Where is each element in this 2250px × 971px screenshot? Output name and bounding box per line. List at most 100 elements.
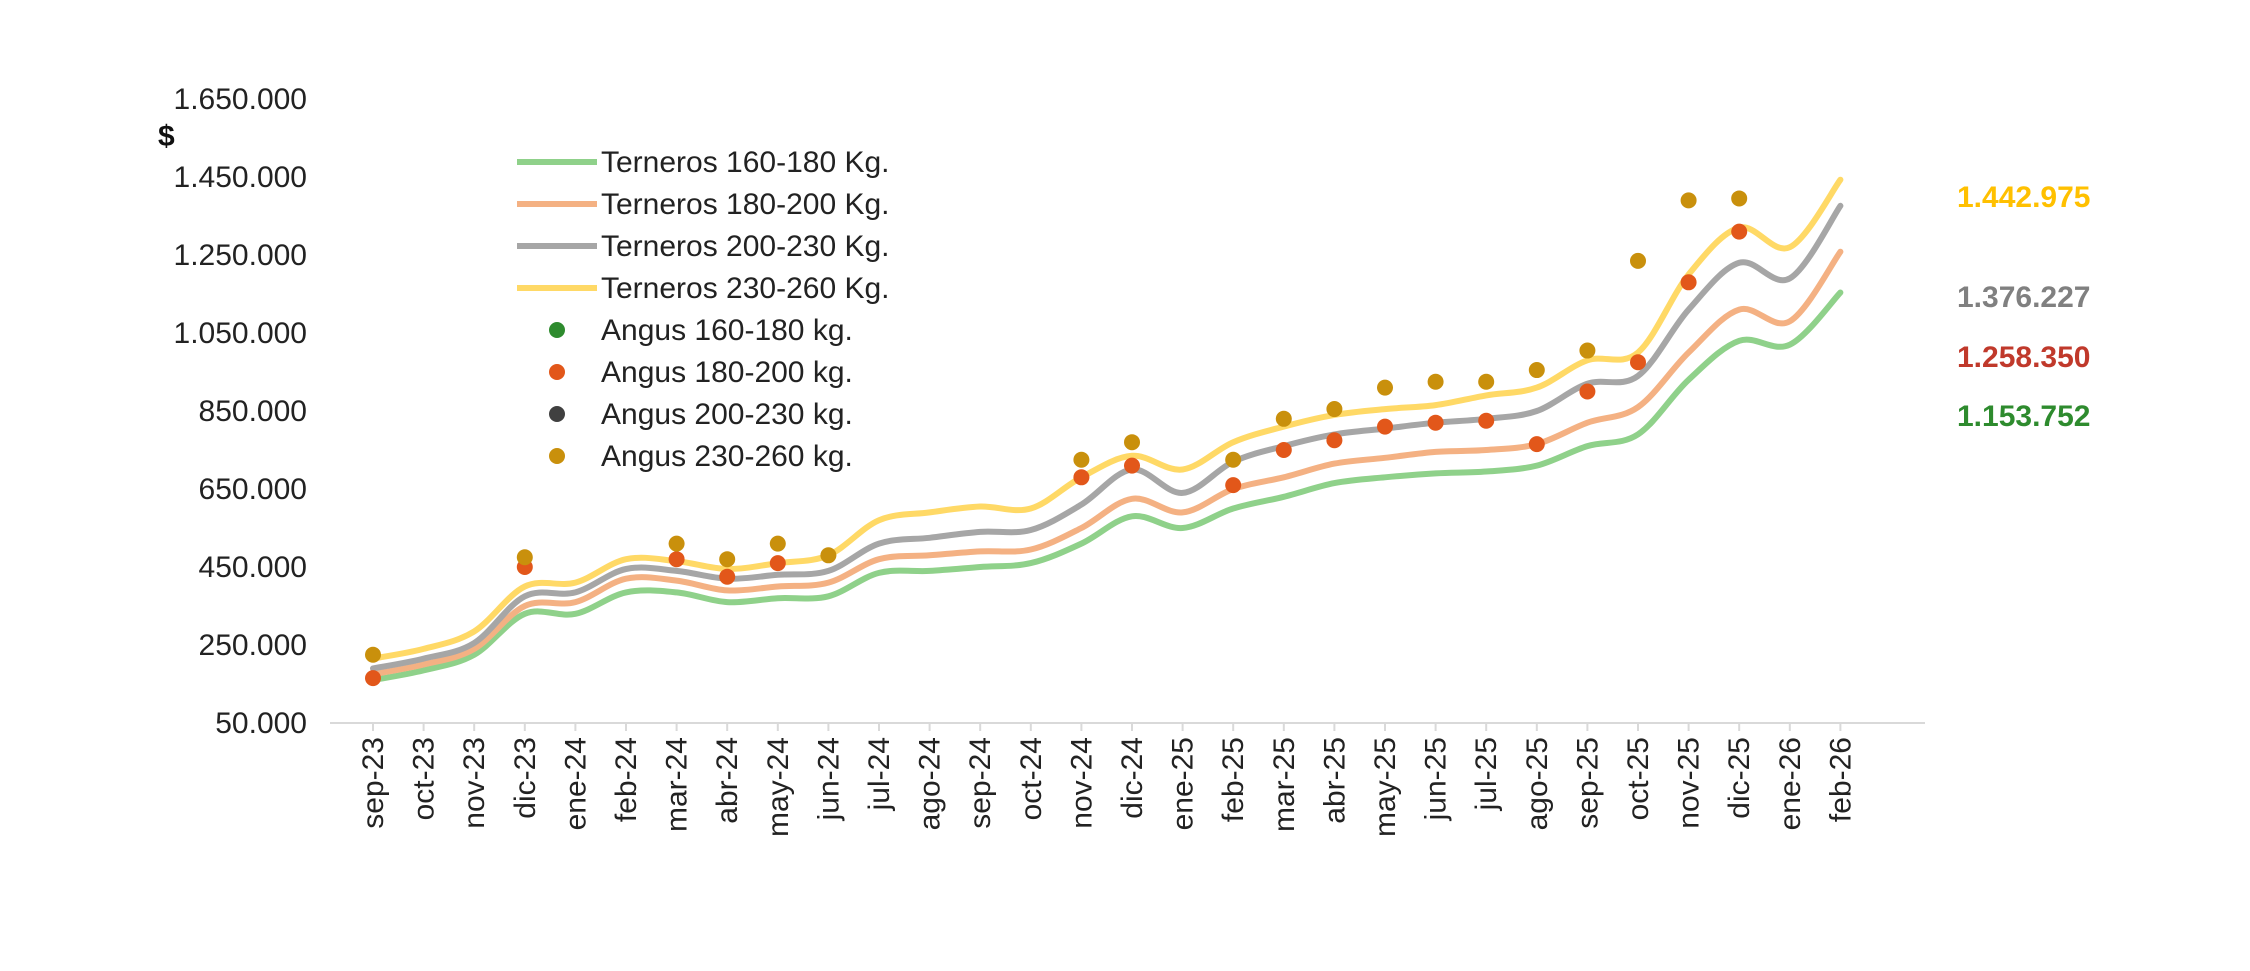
legend-label: Terneros 200-230 Kg. (601, 230, 890, 263)
scatter-point-angus-230-260-kg (1731, 190, 1748, 207)
scatter-point-angus-180-200-kg (1275, 442, 1292, 458)
series-line-terneros-180-200-kg (370, 248, 1844, 678)
x-tick-label: mar-24 (661, 737, 694, 832)
y-tick-label: 250.000 (199, 629, 307, 662)
scatter-point-angus-230-260-kg (719, 551, 736, 568)
legend-label: Angus 200-230 kg. (601, 398, 853, 431)
x-tick-labels: sep-23 oct-23 nov-23 dic-23 ene-24 feb-24 mar-… (357, 723, 1857, 837)
scatter-point-angus-180-200-kg (668, 551, 685, 568)
legend-label: Angus 230-260 kg. (601, 440, 853, 473)
scatter-point-angus-230-260-kg (769, 535, 786, 552)
scatter-point-angus-180-200-kg (1124, 457, 1140, 474)
x-tick-label: nov-25 (1673, 737, 1706, 829)
y-tick-label: 50.000 (215, 707, 307, 740)
y-tick-label: 1.650.000 (174, 83, 307, 116)
y-tick-label: 1.450.000 (174, 161, 307, 194)
x-tick-label: oct-25 (1622, 737, 1655, 820)
x-tick-label: jun-24 (812, 737, 845, 821)
y-tick-label: 1.250.000 (174, 239, 307, 272)
x-tick-label: abr-24 (711, 737, 744, 824)
series-lines (370, 176, 1844, 684)
scatter-point-angus-180-200-kg (1528, 436, 1545, 453)
legend-swatch-dot (549, 364, 565, 380)
scatter-point-angus-180-200-kg (769, 555, 786, 572)
series-line-terneros-230-260-kg (370, 176, 1844, 662)
series-line-terneros-200-230-kg (370, 202, 1844, 672)
scatter-point-angus-230-260-kg (1680, 192, 1697, 209)
y-tick-label: 650.000 (199, 473, 307, 506)
scatter-point-angus-230-260-kg (1275, 410, 1292, 427)
scatter-point-angus-180-200-kg (1680, 274, 1697, 291)
x-tick-label: dic-24 (1116, 737, 1149, 819)
x-tick-label: ago-25 (1521, 737, 1554, 830)
x-tick-label: dic-25 (1723, 737, 1756, 819)
legend-swatch-dot (549, 322, 565, 338)
scatter-point-angus-180-200-kg (1377, 418, 1393, 435)
x-tick-label: may-24 (762, 737, 795, 837)
scatter-point-angus-230-260-kg (820, 547, 837, 564)
scatter-point-angus-230-260-kg (1478, 373, 1495, 390)
x-tick-label: nov-23 (458, 737, 491, 829)
scatter-point-angus-230-260-kg (1326, 401, 1343, 418)
x-tick-label: ago-24 (914, 737, 947, 830)
x-tick-label: ene-25 (1167, 737, 1200, 830)
scatter-point-angus-230-260-kg (1630, 252, 1646, 269)
scatter-point-angus-180-200-kg (1073, 469, 1090, 486)
scatter-point-angus-180-200-kg (1630, 354, 1646, 371)
scatter-point-angus-230-260-kg (365, 646, 381, 663)
end-value-label: 1.258.350 (1957, 341, 2090, 374)
x-tick-label: sep-24 (964, 737, 997, 829)
x-tick-label: feb-24 (610, 737, 643, 822)
legend: Terneros 160-180 Kg. Terneros 180-200 Kg.… (517, 146, 890, 473)
legend-label: Terneros 230-260 Kg. (601, 272, 890, 305)
scatter-point-angus-230-260-kg (1377, 379, 1393, 396)
x-tick-label: jul-24 (863, 737, 896, 811)
scatter-point-angus-230-260-kg (1427, 373, 1444, 390)
scatter-point-angus-180-200-kg (1225, 477, 1242, 494)
x-tick-label: oct-24 (1015, 737, 1048, 820)
series-line-terneros-160-180-kg (370, 289, 1844, 684)
end-value-label: 1.442.975 (1957, 181, 2090, 214)
x-tick-label: jun-25 (1420, 737, 1453, 821)
end-value-label: 1.153.752 (1957, 400, 2090, 433)
end-value-label: 1.376.227 (1957, 281, 2090, 314)
scatter-point-angus-180-200-kg (1427, 414, 1444, 431)
end-value-labels: 1.442.975 1.376.227 1.258.350 1.153.752 (1957, 181, 2090, 433)
legend-label: Terneros 180-200 Kg. (601, 188, 890, 221)
y-axis-currency-label: $ (158, 120, 175, 153)
scatter-point-angus-180-200-kg (1731, 223, 1748, 240)
x-tick-label: dic-23 (509, 737, 542, 819)
y-tick-label: 850.000 (199, 395, 307, 428)
scatter-point-angus-230-260-kg (1579, 342, 1596, 359)
x-tick-label: oct-23 (408, 737, 441, 820)
x-tick-label: mar-25 (1268, 737, 1301, 832)
scatter-point-angus-230-260-kg (668, 535, 685, 552)
axes: $ (158, 120, 1925, 724)
scatter-point-angus-230-260-kg (1124, 434, 1140, 451)
x-tick-label: ene-24 (559, 737, 592, 830)
scatter-point-angus-230-260-kg (1528, 362, 1545, 379)
x-tick-label: feb-25 (1217, 737, 1250, 822)
x-tick-label: feb-26 (1824, 737, 1857, 822)
x-tick-label: jul-25 (1470, 737, 1503, 811)
y-tick-labels: 50.000 250.000 450.000 650.000 850.000 1.050.… (174, 83, 307, 740)
x-tick-label: sep-23 (357, 737, 390, 829)
scatter-points (365, 190, 1748, 687)
scatter-point-angus-180-200-kg (1326, 432, 1343, 449)
legend-swatch-dot (549, 448, 565, 464)
x-tick-label: nov-24 (1065, 737, 1098, 829)
x-tick-label: may-25 (1369, 737, 1402, 837)
legend-swatch-dot (549, 406, 565, 422)
legend-label: Terneros 160-180 Kg. (601, 146, 890, 179)
scatter-point-angus-230-260-kg (516, 549, 533, 566)
scatter-point-angus-230-260-kg (1073, 451, 1090, 468)
scatter-point-angus-180-200-kg (365, 670, 381, 687)
legend-label: Angus 160-180 kg. (601, 314, 853, 347)
x-tick-label: ene-26 (1774, 737, 1807, 830)
scatter-point-angus-180-200-kg (1579, 383, 1596, 400)
y-tick-label: 1.050.000 (174, 317, 307, 350)
scatter-point-angus-180-200-kg (719, 568, 736, 585)
x-tick-label: abr-25 (1318, 737, 1351, 824)
scatter-point-angus-230-260-kg (1225, 451, 1242, 468)
